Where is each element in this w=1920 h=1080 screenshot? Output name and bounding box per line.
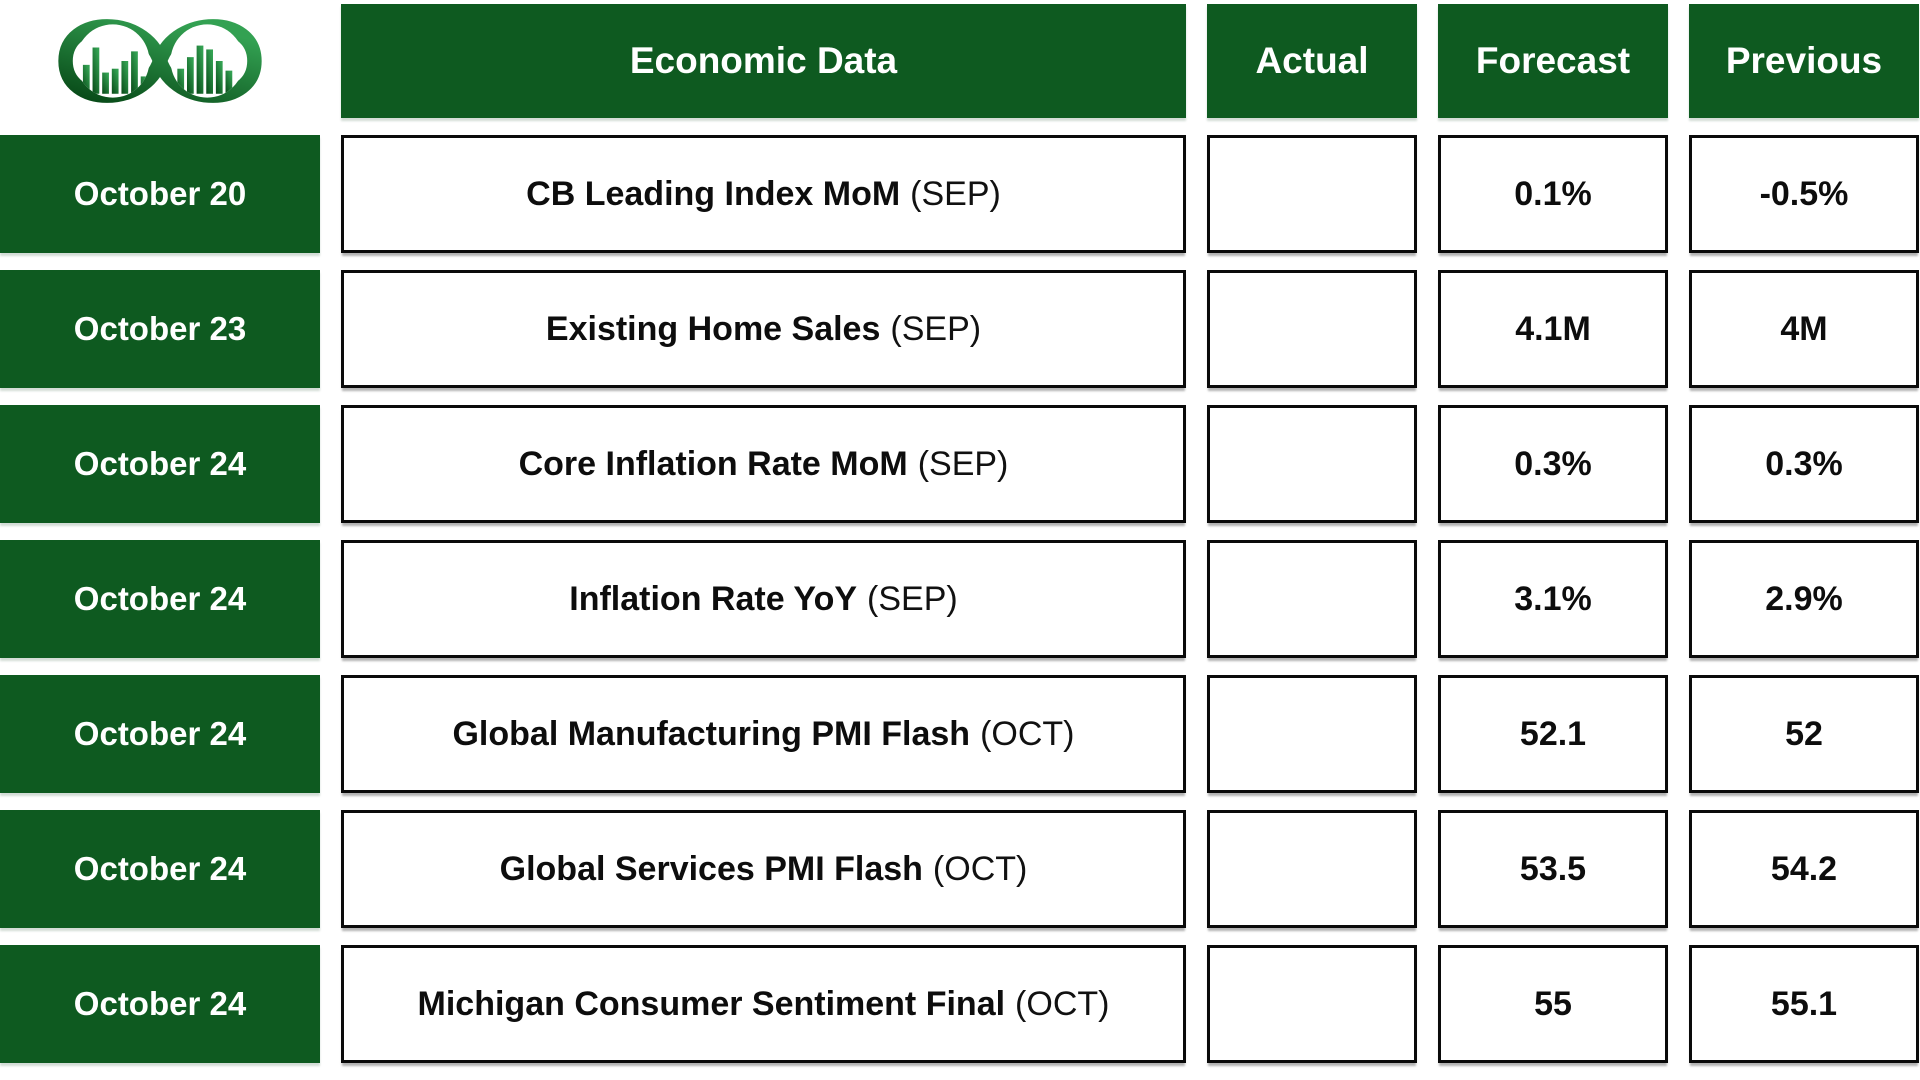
actual-cell: [1207, 675, 1417, 793]
event-period: (OCT): [1015, 984, 1110, 1023]
header-forecast: Forecast: [1438, 4, 1668, 118]
date-cell: October 23: [0, 270, 320, 388]
previous-cell: 0.3%: [1689, 405, 1919, 523]
actual-cell: [1207, 945, 1417, 1063]
actual-cell: [1207, 135, 1417, 253]
event-name: CB Leading Index MoM: [526, 174, 901, 213]
actual-cell: [1207, 810, 1417, 928]
date-cell: October 20: [0, 135, 320, 253]
forecast-cell: 52.1: [1438, 675, 1668, 793]
previous-cell: -0.5%: [1689, 135, 1919, 253]
event-period: (SEP): [890, 309, 982, 348]
forecast-cell: 0.1%: [1438, 135, 1668, 253]
event-name: Core Inflation Rate MoM: [518, 444, 908, 483]
actual-cell: [1207, 270, 1417, 388]
event-period: (SEP): [910, 174, 1001, 213]
brand-logo: [0, 4, 320, 118]
forecast-cell: 0.3%: [1438, 405, 1668, 523]
event-period: (OCT): [980, 714, 1075, 753]
date-cell: October 24: [0, 945, 320, 1063]
header-previous: Previous: [1689, 4, 1919, 118]
infinity-bar-chart-icon: [58, 19, 262, 103]
forecast-cell: 3.1%: [1438, 540, 1668, 658]
event-cell: CB Leading Index MoM (SEP): [341, 135, 1186, 253]
header-economic-data: Economic Data: [341, 4, 1186, 118]
previous-cell: 52: [1689, 675, 1919, 793]
header-actual: Actual: [1207, 4, 1417, 118]
event-cell: Global Manufacturing PMI Flash (OCT): [341, 675, 1186, 793]
event-name: Global Services PMI Flash: [499, 849, 923, 888]
event-period: (SEP): [917, 444, 1009, 483]
previous-cell: 55.1: [1689, 945, 1919, 1063]
event-cell: Inflation Rate YoY (SEP): [341, 540, 1186, 658]
event-name: Inflation Rate YoY: [569, 579, 858, 618]
event-period: (OCT): [932, 849, 1028, 888]
date-cell: October 24: [0, 810, 320, 928]
event-period: (SEP): [867, 579, 958, 618]
forecast-cell: 55: [1438, 945, 1668, 1063]
event-cell: Global Services PMI Flash (OCT): [341, 810, 1186, 928]
forecast-cell: 53.5: [1438, 810, 1668, 928]
event-cell: Core Inflation Rate MoM (SEP): [341, 405, 1186, 523]
forecast-cell: 4.1M: [1438, 270, 1668, 388]
actual-cell: [1207, 540, 1417, 658]
event-cell: Michigan Consumer Sentiment Final (OCT): [341, 945, 1186, 1063]
date-cell: October 24: [0, 540, 320, 658]
event-name: Michigan Consumer Sentiment Final: [417, 984, 1006, 1023]
date-cell: October 24: [0, 405, 320, 523]
previous-cell: 54.2: [1689, 810, 1919, 928]
event-name: Global Manufacturing PMI Flash: [452, 714, 971, 753]
previous-cell: 2.9%: [1689, 540, 1919, 658]
date-cell: October 24: [0, 675, 320, 793]
event-cell: Existing Home Sales (SEP): [341, 270, 1186, 388]
previous-cell: 4M: [1689, 270, 1919, 388]
actual-cell: [1207, 405, 1417, 523]
event-name: Existing Home Sales: [545, 309, 881, 348]
